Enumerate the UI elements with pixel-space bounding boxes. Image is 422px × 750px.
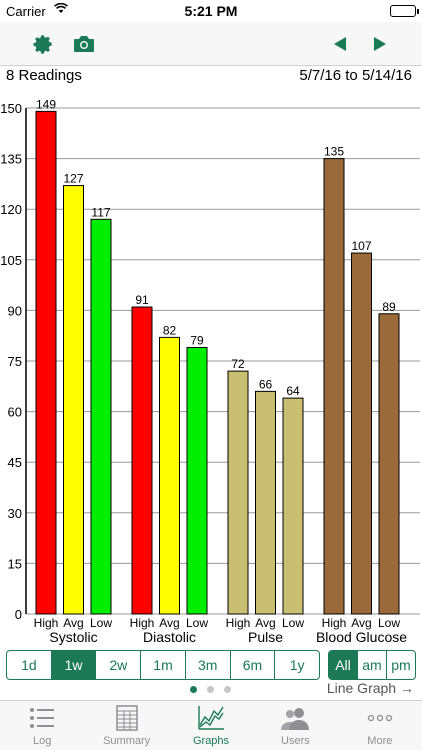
x-tick-label: High — [130, 616, 155, 630]
data-label: 66 — [259, 377, 273, 391]
tab-summary[interactable]: Summary — [84, 701, 168, 750]
group-label: Diastolic — [143, 629, 196, 645]
y-tick-label: 75 — [8, 354, 22, 369]
y-tick-label: 0 — [15, 607, 22, 622]
page-dot[interactable] — [190, 686, 197, 693]
y-tick-label: 30 — [8, 506, 22, 521]
gear-icon[interactable] — [29, 30, 57, 58]
date-range: 5/7/16 to 5/14/16 — [299, 67, 412, 84]
y-tick-label: 60 — [8, 405, 22, 420]
time-option-am[interactable]: am — [358, 651, 387, 679]
group-label: Pulse — [248, 629, 283, 645]
arrow-left-icon[interactable] — [326, 30, 354, 58]
data-label: 135 — [324, 145, 344, 159]
wifi-icon — [54, 2, 68, 17]
group-label: Systolic — [49, 629, 97, 645]
bar — [378, 313, 400, 615]
y-tick-label: 105 — [0, 253, 22, 268]
battery-icon — [390, 5, 419, 17]
tab-graphs[interactable]: Graphs — [169, 701, 253, 750]
bar — [323, 158, 345, 615]
y-tick-label: 135 — [0, 152, 22, 167]
x-tick-label: Low — [90, 616, 112, 630]
y-tick-label: 45 — [8, 455, 22, 470]
y-tick-label: 15 — [8, 556, 22, 571]
range-option-1d[interactable]: 1d — [7, 651, 52, 679]
readings-count: 8 Readings — [6, 67, 82, 84]
status-bar: Carrier 5:21 PM — [0, 0, 422, 22]
x-tick-label: High — [226, 616, 251, 630]
time-option-all[interactable]: All — [329, 651, 358, 679]
bar — [90, 218, 112, 615]
range-option-6m[interactable]: 6m — [231, 651, 276, 679]
x-tick-label: High — [34, 616, 59, 630]
range-selector: 1d 1w 2w 1m 3m 6m 1y — [6, 650, 320, 680]
x-tick-label: Low — [378, 616, 400, 630]
x-tick-label: Avg — [63, 616, 83, 630]
arrow-right-icon[interactable] — [366, 30, 394, 58]
tab-label: Summary — [103, 735, 151, 747]
graph-icon — [197, 703, 225, 733]
data-label: 89 — [382, 300, 396, 314]
data-label: 149 — [36, 97, 56, 111]
data-label: 79 — [190, 334, 204, 348]
range-option-1y[interactable]: 1y — [289, 657, 305, 673]
data-label: 117 — [91, 205, 110, 219]
y-tick-label: 150 — [0, 101, 22, 116]
time-option-pm[interactable]: pm — [391, 657, 411, 673]
toolbar — [0, 22, 422, 66]
page-dot[interactable] — [207, 686, 214, 693]
bar — [186, 347, 208, 615]
x-tick-label: Avg — [159, 616, 179, 630]
data-label: 72 — [231, 357, 245, 371]
tab-users[interactable]: Users — [253, 701, 337, 750]
data-label: 127 — [63, 172, 83, 186]
users-icon — [279, 703, 311, 733]
data-label: 91 — [135, 293, 149, 307]
data-label: 82 — [163, 323, 177, 337]
more-icon — [367, 703, 393, 733]
x-tick-label: Avg — [351, 616, 371, 630]
x-tick-label: Low — [282, 616, 304, 630]
tab-more[interactable]: More — [338, 701, 422, 750]
tab-bar: Log Summary Graphs Users More — [0, 700, 422, 750]
bar — [282, 397, 304, 615]
tab-label: Graphs — [192, 735, 230, 747]
y-tick-label: 90 — [8, 303, 22, 318]
camera-icon[interactable] — [70, 30, 98, 58]
bar — [63, 185, 84, 615]
x-tick-label: High — [322, 616, 347, 630]
range-option-2w[interactable]: 2w — [96, 651, 142, 679]
table-icon — [115, 703, 138, 733]
bar — [35, 110, 57, 615]
x-tick-label: Low — [186, 616, 208, 630]
tab-log[interactable]: Log — [0, 701, 84, 750]
info-row: 8 Readings 5/7/16 to 5/14/16 — [0, 66, 422, 88]
bar — [351, 252, 372, 615]
x-tick-label: Avg — [255, 616, 275, 630]
bar — [227, 370, 249, 615]
data-label: 107 — [351, 239, 371, 253]
tab-label: Users — [281, 735, 310, 747]
page-indicator — [190, 686, 231, 693]
group-label: Blood Glucose — [316, 629, 407, 645]
range-option-1w[interactable]: 1w — [51, 651, 97, 679]
bar-chart: 0 15 30 45 60 75 90 105 120 135 150 149 High 127 Avg 11… — [0, 97, 420, 645]
bar — [255, 390, 276, 615]
data-label: 64 — [286, 384, 300, 398]
time-of-day-selector: All am pm — [328, 650, 416, 680]
carrier-label: Carrier — [6, 4, 46, 19]
line-graph-link[interactable]: Line Graph → — [326, 680, 414, 696]
bar — [159, 336, 180, 615]
range-option-3m[interactable]: 3m — [186, 651, 231, 679]
tab-label: More — [367, 735, 393, 747]
clock: 5:21 PM — [184, 3, 238, 19]
range-option-1m[interactable]: 1m — [141, 651, 186, 679]
y-tick-label: 120 — [0, 202, 22, 217]
list-icon — [29, 703, 55, 733]
page-dot[interactable] — [224, 686, 231, 693]
bar — [131, 306, 153, 615]
tab-label: Log — [33, 735, 52, 747]
